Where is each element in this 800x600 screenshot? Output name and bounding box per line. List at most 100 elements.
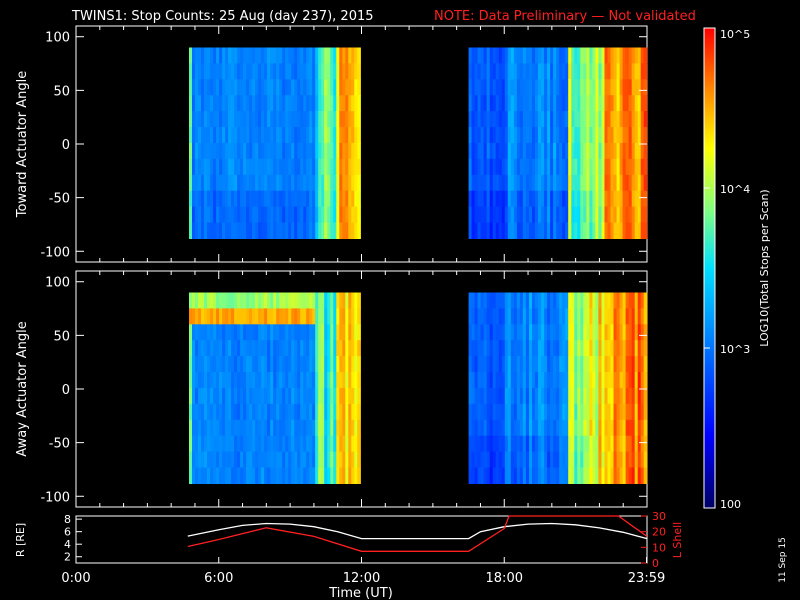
heatmap-cell [477, 292, 482, 309]
heatmap-cell [237, 467, 241, 484]
heatmap-cell [598, 222, 602, 239]
heatmap-cell [357, 372, 361, 389]
heatmap-cell [468, 142, 473, 160]
heatmap-cell [312, 79, 316, 96]
heatmap-cell [207, 142, 211, 160]
heatmap-cell [634, 356, 639, 373]
heatmap-cell [255, 79, 259, 96]
heatmap-cell [312, 451, 316, 469]
heatmap-cell [237, 63, 241, 80]
heatmap-cell [553, 206, 557, 224]
heatmap-cell [544, 142, 548, 160]
heatmap-cell [309, 63, 313, 80]
heatmap-cell [498, 206, 503, 224]
heatmap-cell [216, 467, 220, 484]
heatmap-cell [219, 158, 223, 176]
heatmap-cell [565, 174, 569, 192]
heatmap-cell [291, 79, 295, 96]
heatmap-cell [189, 95, 193, 112]
heatmap-cell [480, 292, 485, 309]
heatmap-cell [565, 403, 569, 421]
heatmap-cell [291, 340, 295, 357]
heatmap-cell [525, 206, 530, 224]
heatmap-cell [231, 63, 235, 80]
heatmap-cell [480, 372, 485, 389]
ytick-label: -50 [49, 192, 70, 207]
heatmap-cell [324, 324, 328, 341]
heatmap-cell [225, 190, 229, 208]
heatmap-cell [553, 403, 557, 421]
heatmap-cell [547, 292, 551, 309]
heatmap-cell [522, 372, 527, 389]
heatmap-cell [189, 324, 193, 341]
heatmap-cell [504, 47, 509, 64]
preliminary-note: NOTE: Data Preliminary — Not validated [434, 9, 696, 24]
heatmap-cell [604, 451, 609, 469]
heatmap-cell [532, 356, 536, 373]
heatmap-cell [562, 451, 566, 469]
heatmap-cell [339, 79, 343, 96]
heatmap-cell [273, 387, 277, 405]
heatmap-cell [550, 111, 554, 128]
heatmap-cell [318, 356, 322, 373]
heatmap-cell [634, 190, 639, 208]
heatmap-cell [252, 340, 256, 357]
heatmap-cell [619, 158, 624, 176]
heatmap-cell [507, 190, 512, 208]
heatmap-cell [631, 190, 636, 208]
heatmap-cell [625, 79, 630, 96]
heatmap-cell [580, 158, 584, 176]
heatmap-cell [213, 47, 217, 64]
heatmap-cell [628, 158, 633, 176]
heatmap-cell [273, 356, 277, 373]
heatmap-cell [529, 190, 533, 208]
heatmap-cell [204, 63, 208, 80]
heatmap-cell [637, 387, 642, 405]
heatmap-cell [504, 308, 509, 325]
heatmap-cell [288, 340, 292, 357]
heatmap-cell [492, 222, 497, 239]
heatmap-cell [525, 95, 530, 112]
heatmap-cell [568, 142, 572, 160]
heatmap-cell [616, 435, 621, 453]
heatmap-cell [574, 451, 578, 469]
heatmap-cell [195, 308, 199, 325]
heatmap-cell [637, 419, 642, 437]
heatmap-cell [276, 419, 280, 437]
heatmap-cell [525, 222, 530, 239]
heatmap-cell [276, 403, 280, 421]
heatmap-cell [498, 387, 503, 405]
heatmap-cell [516, 63, 521, 80]
heatmap-cell [330, 47, 334, 64]
heatmap-cell [565, 435, 569, 453]
heatmap-cell [330, 142, 334, 160]
heatmap-cell [613, 435, 618, 453]
heatmap-cell [628, 403, 633, 421]
heatmap-cell [279, 324, 283, 341]
heatmap-cell [357, 174, 361, 192]
heatmap-cell [285, 47, 289, 64]
heatmap-cell [583, 467, 587, 484]
heatmap-cell [498, 451, 503, 469]
heatmap-cell [333, 222, 337, 239]
heatmap-cell [348, 95, 352, 112]
heatmap-cell [556, 292, 560, 309]
heatmap-cell [228, 387, 232, 405]
heatmap-cell [507, 174, 512, 192]
heatmap-cell [574, 403, 578, 421]
heatmap-cell [486, 174, 491, 192]
heatmap-cell [342, 79, 346, 96]
heatmap-cell [252, 387, 256, 405]
heatmap-cell [610, 435, 615, 453]
heatmap-cell [568, 158, 572, 176]
heatmap-cell [568, 127, 572, 144]
heatmap-cell [258, 451, 262, 469]
heatmap-cell [547, 95, 551, 112]
heatmap-cell [474, 308, 479, 325]
heatmap-cell [231, 451, 235, 469]
heatmap-cell [562, 403, 566, 421]
heatmap-cell [556, 340, 560, 357]
heatmap-cell [228, 356, 232, 373]
heatmap-cell [519, 435, 524, 453]
heatmap-cell [538, 95, 542, 112]
